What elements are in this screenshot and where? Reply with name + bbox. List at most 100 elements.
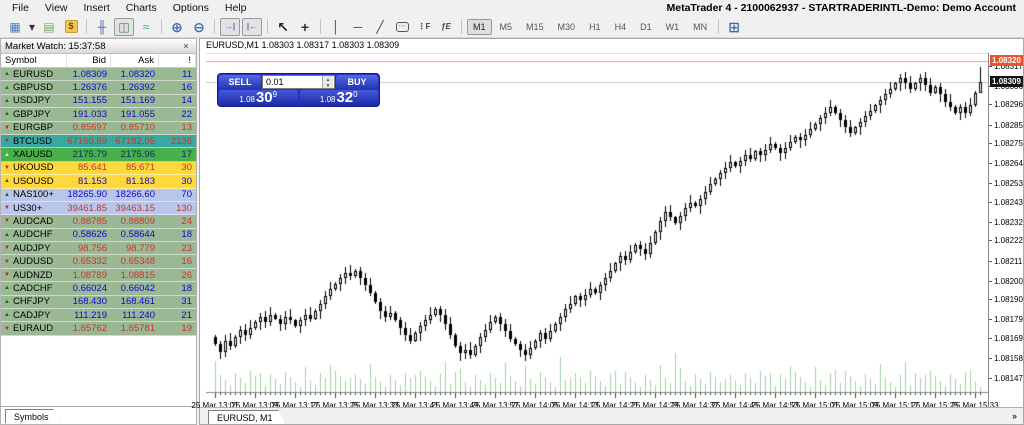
- timeframe-w1-button[interactable]: W1: [665, 21, 680, 32]
- time-tick-label: 25 Mar 14:53: [751, 401, 799, 410]
- menu-view[interactable]: View: [44, 2, 68, 14]
- text-label-button[interactable]: ⋯: [392, 18, 412, 36]
- vertical-line-button[interactable]: │: [326, 18, 346, 36]
- time-tick-label: 25 Mar 15:33: [951, 401, 999, 410]
- cursor-icon: ↖: [277, 18, 289, 35]
- time-tick-label: 25 Mar 15:25: [911, 401, 959, 410]
- menu-file[interactable]: File: [12, 2, 29, 14]
- timeframe-m30-button[interactable]: M30: [557, 21, 576, 32]
- zoom-out-button[interactable]: ⊖: [189, 18, 209, 36]
- buy-price[interactable]: 1.08 32 0: [299, 90, 378, 106]
- menu-options[interactable]: Options: [172, 2, 209, 14]
- price-tick-label: 1.08200: [994, 277, 1023, 286]
- volume-input[interactable]: [263, 77, 311, 87]
- market-watch-row-nas100+[interactable]: ▲ NAS100+ 18265.90 18266.60 70: [1, 188, 196, 202]
- market-watch-row-btcusd[interactable]: ▼ BTCUSD 67160.69 67182.05 2136: [1, 134, 196, 149]
- bid-value: 0.58626: [72, 229, 107, 241]
- timeframe-h4-button[interactable]: H4: [614, 21, 627, 32]
- price-tick: [989, 222, 992, 223]
- line-chart-button[interactable]: ≈: [136, 18, 156, 36]
- close-icon[interactable]: ×: [183, 41, 189, 51]
- market-watch-row-usousd[interactable]: ▲ USOUSD 81.153 81.183 30: [1, 175, 196, 189]
- trendline-button[interactable]: ╱: [370, 18, 390, 36]
- spinner-up-icon[interactable]: ▲: [323, 76, 333, 82]
- crosshair-button[interactable]: +: [295, 18, 315, 36]
- one-click-trading-panel: SELL ▲ ▼ BUY 1.08 30 9 1.08: [217, 73, 380, 107]
- spinner-down-icon[interactable]: ▼: [323, 82, 333, 88]
- bar-chart-icon: ╫: [97, 19, 107, 34]
- symbol-name: BTCUSD: [12, 135, 53, 147]
- menu-help[interactable]: Help: [224, 2, 247, 14]
- buy-button[interactable]: BUY: [336, 75, 378, 89]
- chart-shift-button[interactable]: |←: [242, 17, 262, 36]
- market-watch-row-usdjpy[interactable]: ▲ USDJPY 151.155 151.169 14: [1, 94, 196, 109]
- market-watch-row-audnzd[interactable]: ▼ AUDNZD 1.08789 1.08815 26: [1, 268, 196, 283]
- spread-value: 19: [181, 323, 192, 335]
- down-arrow-icon: ▼: [4, 205, 10, 212]
- time-tick-label: 25 Mar 13:01: [191, 401, 239, 410]
- new-window-button[interactable]: ▤: [39, 18, 59, 36]
- candlestick-chart-button[interactable]: ◫: [114, 17, 134, 36]
- timeframe-mn-button[interactable]: MN: [693, 21, 708, 32]
- market-watch-row-audjpy[interactable]: ▼ AUDJPY 98.756 98.779 23: [1, 242, 196, 256]
- price-tick: [989, 281, 992, 282]
- ask-value: 2175.96: [120, 149, 155, 161]
- bid-value: 1.08309: [72, 68, 107, 80]
- fibonacci-button[interactable]: ⋮F: [414, 18, 434, 36]
- indicators-button[interactable]: ƒE: [436, 18, 456, 36]
- tab-eurusd-m1[interactable]: EURUSD, M1: [208, 410, 286, 424]
- menu-charts[interactable]: Charts: [125, 2, 157, 14]
- market-watch-row-xauusd[interactable]: ▲ XAUUSD 2175.79 2175.96 17: [1, 148, 196, 162]
- bar-chart-button[interactable]: ╫: [92, 18, 112, 36]
- symbol-name: US30+: [12, 202, 43, 214]
- timeframe-d1-button[interactable]: D1: [640, 21, 652, 32]
- autoscroll-button[interactable]: →|: [220, 17, 240, 36]
- new-order-button[interactable]: $: [61, 18, 81, 36]
- sell-price[interactable]: 1.08 30 9: [219, 90, 298, 106]
- tab-overflow-chevron[interactable]: »: [1011, 411, 1017, 421]
- tab-symbols[interactable]: Symbols: [5, 409, 60, 423]
- market-watch-titlebar[interactable]: Market Watch: 15:37:58 ×: [1, 39, 196, 54]
- chart-plot[interactable]: SELL ▲ ▼ BUY 1.08 30 9 1.08: [206, 53, 988, 400]
- candlestick-canvas[interactable]: [206, 54, 988, 400]
- new-chart-button[interactable]: ▦: [5, 18, 25, 36]
- time-axis[interactable]: 25 Mar 13:01 25 Mar 13:09 25 Mar 13:17 25 M…: [191, 399, 998, 411]
- sell-button[interactable]: SELL: [219, 75, 261, 89]
- horizontal-line-button[interactable]: ─: [348, 18, 368, 36]
- market-watch-row-cadjpy[interactable]: ▲ CADJPY 111.219 111.240 21: [1, 309, 196, 323]
- market-watch-row-chfjpy[interactable]: ▲ CHFJPY 168.430 168.461 31: [1, 295, 196, 310]
- toolbar: ▦ ▾ ▤ $ ╫ ◫ ≈ ⊕ ⊖ →| |← ↖ + │ ─ ╱ ⋯ ⋮F ƒE M1 M5 M15 M30 H1 H4 D1 W…: [0, 16, 1024, 49]
- timeframe-m5-button[interactable]: M5: [499, 21, 513, 32]
- market-watch-row-eurusd[interactable]: ▲ EURUSD 1.08309 1.08320 11: [1, 68, 196, 82]
- timeframe-h1-button[interactable]: H1: [589, 21, 601, 32]
- timeframe-m1-button[interactable]: M1: [467, 18, 492, 35]
- tile-windows-button[interactable]: ⊞: [724, 18, 744, 36]
- menu-insert[interactable]: Insert: [83, 2, 110, 14]
- zoom-out-icon: ⊖: [193, 18, 205, 35]
- market-watch-row-audchf[interactable]: ▲ AUDCHF 0.58626 0.58644 18: [1, 228, 196, 243]
- down-arrow-icon: ▼: [4, 258, 10, 265]
- bid-value: 18265.90: [67, 189, 107, 201]
- market-watch-row-gbpjpy[interactable]: ▲ GBPJPY 191.033 191.055 22: [1, 108, 196, 122]
- zoom-in-button[interactable]: ⊕: [167, 18, 187, 36]
- market-watch-row-cadchf[interactable]: ▲ CADCHF 0.66024 0.66042 18: [1, 282, 196, 296]
- spread-value: 16: [181, 82, 192, 94]
- market-watch-row-ukousd[interactable]: ▼ UKOUSD 85.641 85.671 30: [1, 161, 196, 176]
- market-watch-row-audusd[interactable]: ▼ AUDUSD 0.65332 0.65348 16: [1, 255, 196, 269]
- market-watch-row-euraud[interactable]: ▼ EURAUD 1.65762 1.65781 19: [1, 322, 196, 336]
- up-arrow-icon: ▲: [4, 178, 10, 185]
- market-watch-row-us30+[interactable]: ▼ US30+ 39461.85 39463.15 130: [1, 201, 196, 216]
- cursor-button[interactable]: ↖: [273, 18, 293, 36]
- timeframe-m15-button[interactable]: M15: [526, 21, 544, 32]
- market-watch-row-gbpusd[interactable]: ▲ GBPUSD 1.26376 1.26392 16: [1, 81, 196, 95]
- price-axis[interactable]: 1.08320 1.08309 1.083171.083061.082961.0…: [988, 53, 1023, 409]
- market-watch-row-audcad[interactable]: ▼ AUDCAD 0.88785 0.88809 24: [1, 215, 196, 229]
- dropdown-caret-button[interactable]: ▾: [27, 18, 37, 36]
- time-tick-label: 25 Mar 15:17: [871, 401, 919, 410]
- up-arrow-icon: ▲: [4, 71, 10, 78]
- market-watch-row-eurgbp[interactable]: ▼ EURGBP 0.85697 0.85710 13: [1, 121, 196, 135]
- price-tick: [989, 319, 992, 320]
- spread-value: 31: [181, 296, 192, 308]
- up-arrow-icon: ▲: [4, 312, 10, 319]
- time-tick-label: 25 Mar 13:41: [391, 401, 439, 410]
